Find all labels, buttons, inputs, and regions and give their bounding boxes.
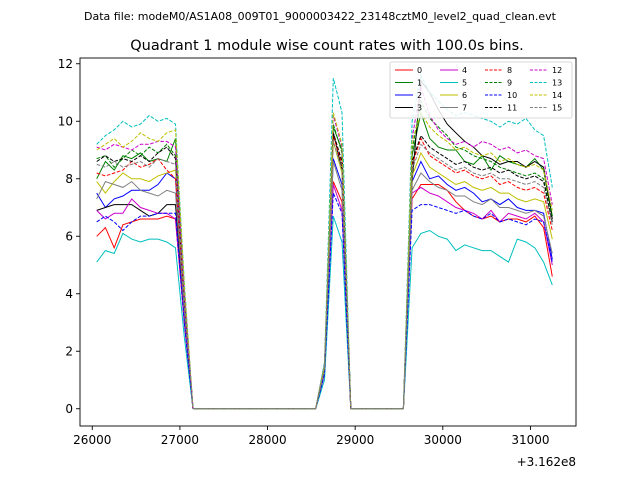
series-13-segment-2 <box>315 77 352 409</box>
legend-label-10: 10 <box>507 91 517 100</box>
series-14-segment-4 <box>402 111 553 409</box>
series-15 <box>96 141 553 410</box>
legend-label-1: 1 <box>417 79 422 88</box>
series-7-segment-2 <box>315 161 352 409</box>
legend-label-14: 14 <box>552 91 562 100</box>
legend-label-4: 4 <box>462 66 467 75</box>
series-7-segment-0 <box>96 180 194 409</box>
legend-label-2: 2 <box>417 91 422 100</box>
y-tick-label-4: 4 <box>65 287 73 301</box>
legend-label-7: 7 <box>462 104 467 113</box>
x-tick-label-31000: 31000 <box>511 433 549 447</box>
y-axis: 0 2 4 6 8 10 12 <box>58 57 80 416</box>
legend-label-9: 9 <box>507 79 512 88</box>
x-tick-label-29000: 29000 <box>336 433 374 447</box>
series-4-segment-4 <box>402 186 553 409</box>
series-3-segment-0 <box>96 204 194 409</box>
series-8-segment-0 <box>96 157 194 409</box>
y-tick-label-8: 8 <box>65 172 73 186</box>
series-9-segment-0 <box>96 143 194 409</box>
series-7-segment-4 <box>402 172 553 409</box>
series-8-segment-4 <box>402 137 553 409</box>
series-5-segment-4 <box>402 229 553 409</box>
series-5-segment-2 <box>315 215 352 409</box>
legend-label-5: 5 <box>462 79 467 88</box>
x-tick-label-28000: 28000 <box>248 433 286 447</box>
series-15-segment-0 <box>96 158 194 409</box>
legend-label-8: 8 <box>507 66 512 75</box>
series-10-segment-2 <box>315 192 352 409</box>
series-0-segment-4 <box>402 184 553 409</box>
plot-frame <box>79 57 577 427</box>
series-10-segment-0 <box>96 212 194 409</box>
series-11-segment-0 <box>96 146 194 409</box>
series-12-segment-0 <box>96 140 194 409</box>
y-tick-label-10: 10 <box>58 115 73 129</box>
x-axis: 26000 27000 28000 29000 30000 31000 <box>73 426 550 447</box>
series-5-segment-0 <box>96 232 194 409</box>
series-15-segment-2 <box>315 141 352 409</box>
y-tick-label-2: 2 <box>65 345 73 359</box>
legend-box <box>389 61 573 119</box>
series-10-segment-4 <box>402 204 553 409</box>
legend-label-15: 15 <box>552 104 562 113</box>
series-lines <box>96 73 553 410</box>
y-tick-label-0: 0 <box>65 402 73 416</box>
series-12-segment-4 <box>402 86 553 409</box>
legend-label-11: 11 <box>507 104 517 113</box>
series-5 <box>96 215 553 410</box>
series-1-segment-4 <box>402 110 553 409</box>
series-6-segment-4 <box>402 151 553 409</box>
x-tick-label-30000: 30000 <box>424 433 462 447</box>
series-14-segment-0 <box>96 129 194 409</box>
legend-label-6: 6 <box>462 91 467 100</box>
series-15-segment-4 <box>402 143 553 409</box>
x-offset-label: +3.162e8 <box>517 455 576 469</box>
y-tick-label-12: 12 <box>58 57 73 71</box>
legend-label-3: 3 <box>417 104 422 113</box>
series-2-segment-4 <box>402 160 553 409</box>
series-11-segment-4 <box>402 134 553 409</box>
plot-area <box>96 73 553 410</box>
chart-title: Quadrant 1 module wise count rates with … <box>130 38 524 54</box>
chart-suptitle: Data file: modeM0/AS1A08_009T01_90000034… <box>84 10 557 23</box>
legend-label-13: 13 <box>552 79 562 88</box>
legend-label-0: 0 <box>417 66 422 75</box>
legend-label-12: 12 <box>552 66 562 75</box>
x-tick-label-27000: 27000 <box>161 433 199 447</box>
x-tick-label-26000: 26000 <box>73 433 111 447</box>
y-tick-label-6: 6 <box>65 230 73 244</box>
